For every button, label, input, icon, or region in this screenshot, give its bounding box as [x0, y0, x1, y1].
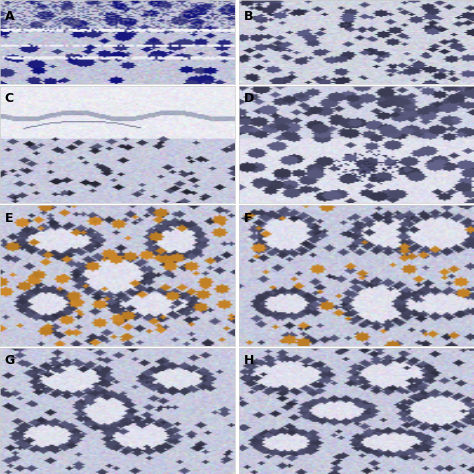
Text: H: H	[244, 354, 254, 367]
Text: B: B	[244, 10, 253, 23]
Text: F: F	[244, 212, 252, 225]
Text: D: D	[244, 92, 254, 105]
Text: C: C	[5, 92, 14, 105]
Text: G: G	[5, 354, 15, 367]
Text: E: E	[5, 212, 13, 225]
Text: A: A	[5, 10, 14, 23]
